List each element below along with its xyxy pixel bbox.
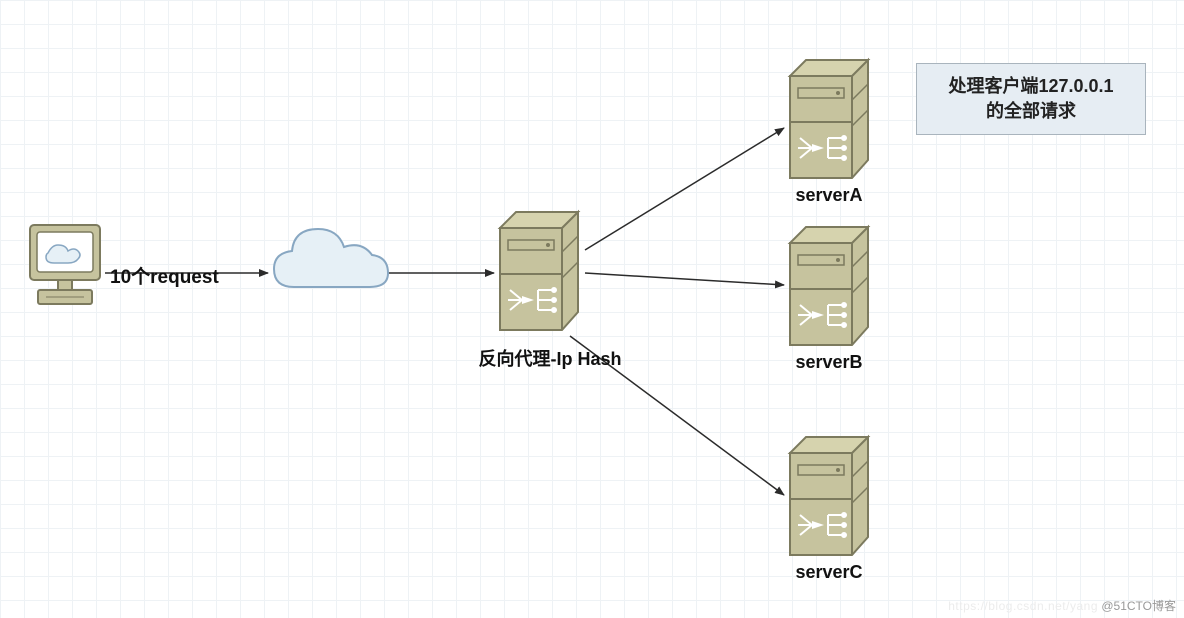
serverB-icon bbox=[790, 227, 868, 345]
cloud-icon bbox=[274, 229, 388, 287]
callout-line2: 的全部请求 bbox=[931, 99, 1131, 124]
proxy-label: 反向代理-Ip Hash bbox=[460, 345, 640, 371]
serverC-label: serverC bbox=[790, 562, 868, 583]
edge-proxy-serverB bbox=[585, 273, 784, 285]
watermark: https://blog.csdn.net/yang @51CTO博客 bbox=[948, 597, 1176, 614]
proxy-server-icon bbox=[500, 212, 578, 330]
watermark-faint: https://blog.csdn.net/yang bbox=[948, 599, 1098, 613]
serverB-label: serverB bbox=[790, 352, 868, 373]
serverA-icon bbox=[790, 60, 868, 178]
diagram-canvas: 10个request 反向代理-Ip Hash serverA serverB … bbox=[0, 0, 1184, 618]
serverC-icon bbox=[790, 437, 868, 555]
edge-proxy-serverA bbox=[585, 128, 784, 250]
callout-line1: 处理客户端127.0.0.1 bbox=[931, 74, 1131, 99]
request-count-label: 10个request bbox=[110, 262, 260, 289]
callout-box: 处理客户端127.0.0.1 的全部请求 bbox=[916, 63, 1146, 135]
serverA-label: serverA bbox=[790, 185, 868, 206]
watermark-text: @51CTO博客 bbox=[1101, 599, 1176, 613]
client-monitor-icon bbox=[30, 225, 100, 304]
